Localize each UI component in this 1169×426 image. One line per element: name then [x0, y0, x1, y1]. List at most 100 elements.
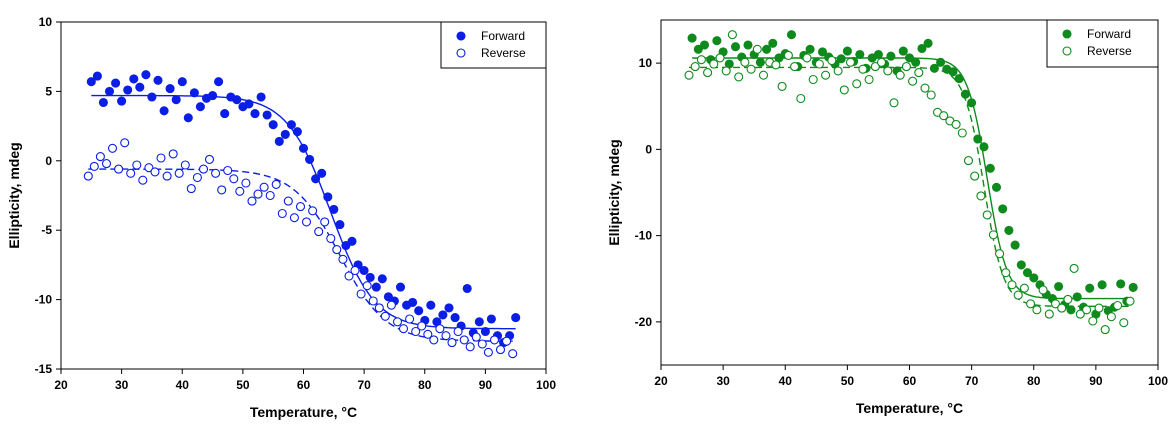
data-point-reverse	[1019, 283, 1029, 293]
data-point-reverse	[332, 245, 342, 255]
data-point-reverse	[247, 196, 257, 206]
data-point-forward	[450, 313, 460, 323]
data-point-forward	[1054, 281, 1064, 292]
data-point-reverse	[1113, 300, 1123, 311]
x-tick-label: 40	[779, 374, 793, 388]
data-point-forward	[730, 42, 741, 52]
data-point-reverse	[858, 64, 868, 74]
data-point-reverse	[889, 98, 899, 108]
y-axis-label: Ellipticity, mdeg	[6, 142, 22, 248]
data-point-reverse	[758, 70, 769, 80]
data-point-reverse	[790, 62, 800, 72]
data-point-reverse	[453, 326, 463, 337]
data-point-forward	[1004, 225, 1014, 235]
data-point-reverse	[684, 70, 694, 80]
data-point-reverse	[1119, 318, 1129, 328]
data-point-reverse	[374, 303, 384, 313]
data-point-forward	[1010, 240, 1020, 250]
data-point-forward	[92, 71, 102, 81]
data-point-reverse	[423, 329, 433, 339]
data-point-reverse	[988, 230, 998, 240]
data-point-forward	[365, 272, 375, 282]
fit-line-reverse	[88, 168, 513, 342]
data-point-forward	[292, 127, 302, 137]
data-point-forward	[414, 306, 424, 316]
data-point-forward	[511, 313, 521, 323]
x-tick-label: 90	[1089, 374, 1103, 388]
data-point-reverse	[1001, 268, 1011, 278]
data-point-reverse	[1057, 303, 1067, 313]
data-point-reverse	[752, 44, 762, 54]
y-tick-label: 0	[645, 142, 652, 156]
data-point-reverse	[920, 83, 930, 93]
data-point-reverse	[939, 111, 949, 121]
data-point-reverse	[435, 324, 445, 334]
data-point-reverse	[186, 184, 196, 194]
data-point-reverse	[690, 62, 700, 72]
data-point-reverse	[338, 254, 348, 264]
data-point-reverse	[83, 171, 93, 181]
data-point-reverse	[926, 90, 936, 100]
data-point-reverse	[796, 93, 806, 104]
data-point-forward	[985, 163, 995, 173]
x-tick-label: 60	[297, 378, 311, 392]
data-point-forward	[687, 33, 697, 43]
data-point-forward	[426, 300, 436, 310]
data-point-forward	[486, 314, 496, 324]
data-point-reverse	[489, 335, 500, 345]
x-tick-label: 70	[965, 374, 979, 388]
data-point-reverse	[495, 345, 506, 355]
data-point-forward	[232, 95, 242, 105]
data-point-reverse	[241, 178, 251, 188]
data-point-reverse	[901, 62, 911, 72]
legend-box	[440, 21, 547, 69]
data-point-reverse	[192, 172, 202, 183]
data-point-reverse	[970, 171, 980, 181]
data-point-forward	[335, 220, 345, 230]
data-point-forward	[991, 182, 1002, 192]
data-point-forward	[189, 88, 199, 98]
data-point-reverse	[362, 281, 372, 291]
data-point-reverse	[107, 143, 118, 153]
legend: Forward Reverse	[440, 21, 547, 69]
data-point-reverse	[727, 30, 737, 40]
data-point-forward	[960, 89, 970, 99]
data-point-reverse	[253, 189, 263, 199]
y-tick-label: 10	[39, 15, 53, 29]
x-tick-label: 20	[654, 374, 668, 388]
data-point-forward	[311, 174, 321, 184]
data-point-reverse	[508, 349, 518, 359]
data-point-reverse	[483, 347, 493, 357]
data-point-reverse	[1094, 303, 1104, 313]
data-point-reverse	[204, 154, 215, 164]
data-point-reverse	[289, 213, 299, 223]
data-point-forward	[177, 77, 187, 87]
plot-area	[684, 30, 1138, 335]
data-point-forward	[111, 78, 121, 88]
data-point-forward	[123, 85, 133, 95]
data-point-reverse	[808, 74, 818, 85]
data-point-reverse	[301, 217, 312, 227]
data-point-forward	[359, 265, 369, 276]
data-point-forward	[929, 63, 939, 73]
y-tick-label: 5	[45, 84, 52, 98]
legend-marker-forward	[456, 31, 466, 41]
x-axis-label: Temperature, °C	[250, 404, 357, 420]
x-tick-label: 30	[716, 374, 730, 388]
x-tick-label: 30	[115, 378, 129, 392]
data-point-reverse	[162, 171, 172, 181]
data-point-reverse	[95, 152, 105, 162]
right-chart: 20 30 40 50 60 70 80 90 100 -20 -10 0 10 Temperature,…	[606, 19, 1168, 416]
data-point-forward	[195, 102, 205, 112]
legend-label-forward: Forward	[1087, 27, 1131, 41]
data-point-reverse	[703, 68, 713, 78]
y-tick-label: -10	[635, 229, 653, 243]
data-point-forward	[762, 44, 772, 54]
data-point-forward	[805, 44, 815, 54]
y-tick-label: -10	[35, 293, 53, 307]
data-point-reverse	[709, 59, 719, 69]
data-point-reverse	[1013, 290, 1023, 300]
data-point-forward	[480, 326, 490, 337]
legend: Forward Reverse	[1046, 19, 1159, 68]
fit-line-reverse	[689, 66, 1130, 307]
